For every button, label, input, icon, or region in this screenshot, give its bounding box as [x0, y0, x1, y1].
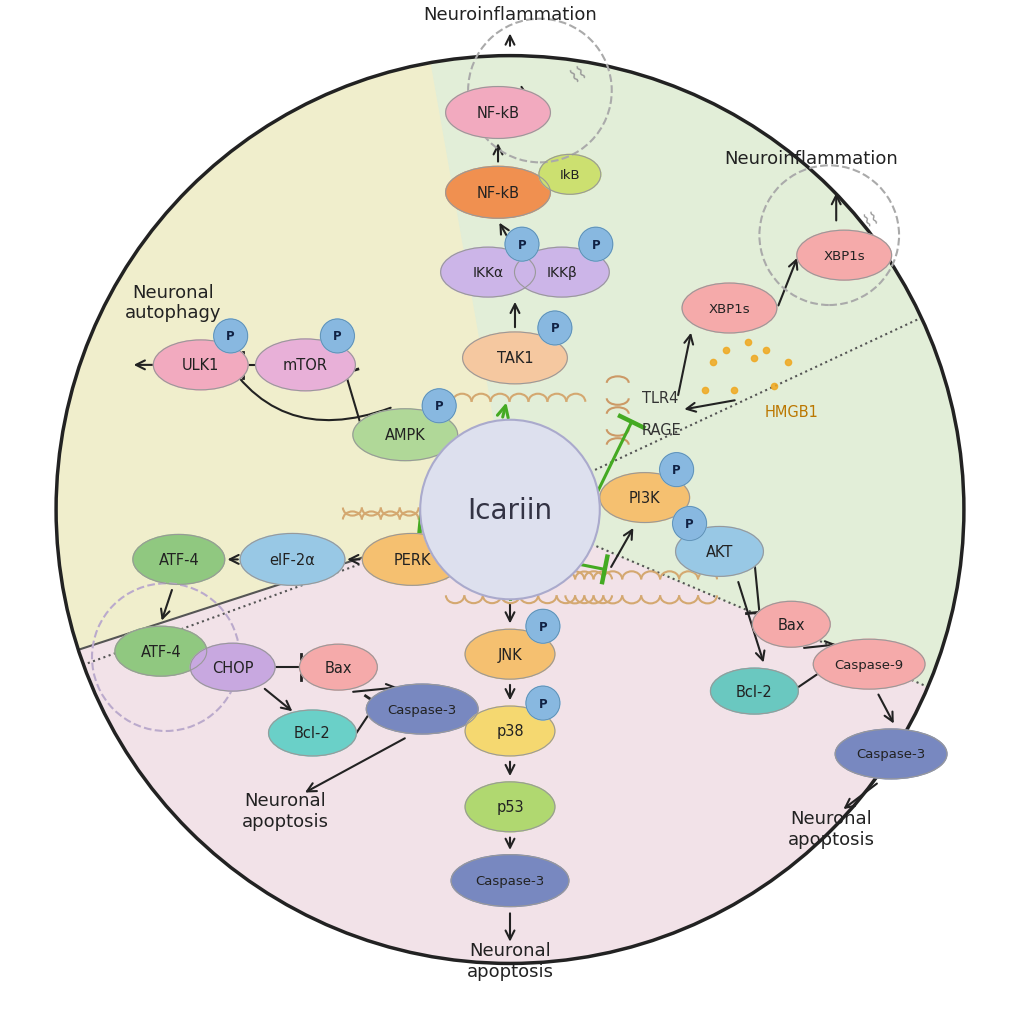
Text: ULK1: ULK1 [181, 358, 219, 373]
Wedge shape [56, 63, 510, 650]
Ellipse shape [463, 332, 567, 384]
Text: Bax: Bax [324, 660, 352, 675]
Ellipse shape [366, 685, 478, 735]
Text: Neuroinflammation: Neuroinflammation [423, 6, 596, 23]
Circle shape [659, 453, 693, 487]
Ellipse shape [353, 410, 458, 462]
Ellipse shape [440, 248, 535, 298]
Ellipse shape [682, 284, 776, 333]
Text: AMPK: AMPK [384, 428, 425, 443]
Text: Bcl-2: Bcl-2 [736, 684, 772, 699]
Text: p53: p53 [495, 800, 524, 814]
Ellipse shape [115, 627, 207, 677]
Ellipse shape [812, 640, 924, 690]
Text: mTOR: mTOR [282, 358, 328, 373]
Ellipse shape [599, 473, 689, 523]
Circle shape [420, 420, 599, 600]
Text: RAGE: RAGE [641, 423, 681, 438]
Circle shape [422, 389, 455, 423]
Ellipse shape [450, 855, 569, 907]
Ellipse shape [445, 88, 550, 140]
Text: ⌇⌇: ⌇⌇ [566, 61, 589, 86]
Text: JNK: JNK [497, 647, 522, 662]
Ellipse shape [796, 231, 891, 281]
Text: P: P [538, 621, 547, 633]
Ellipse shape [300, 645, 377, 691]
Ellipse shape [268, 710, 356, 756]
Text: Neuronal
apoptosis: Neuronal apoptosis [787, 809, 874, 849]
Text: Caspase-3: Caspase-3 [856, 748, 925, 761]
Text: IkB: IkB [559, 169, 580, 181]
Text: Neuroinflammation: Neuroinflammation [723, 150, 898, 168]
Text: P: P [333, 330, 341, 343]
Text: P: P [672, 464, 681, 477]
Text: Caspase-9: Caspase-9 [834, 658, 903, 671]
Text: XBP1s: XBP1s [822, 250, 864, 262]
Circle shape [526, 609, 559, 644]
Circle shape [56, 57, 963, 964]
Text: P: P [226, 330, 234, 343]
Circle shape [526, 687, 559, 720]
Text: PERK: PERK [393, 552, 431, 568]
Circle shape [214, 320, 248, 354]
Ellipse shape [465, 630, 554, 680]
Ellipse shape [239, 534, 344, 586]
Ellipse shape [153, 340, 248, 390]
Circle shape [320, 320, 354, 354]
Text: Bax: Bax [776, 618, 804, 632]
Text: Neuronal
apoptosis: Neuronal apoptosis [242, 792, 329, 830]
Ellipse shape [256, 339, 355, 391]
Text: IKKβ: IKKβ [546, 266, 577, 280]
Circle shape [578, 228, 612, 262]
Text: NF-kB: NF-kB [476, 106, 519, 121]
Text: P: P [518, 238, 526, 252]
Ellipse shape [465, 706, 554, 756]
Text: PI3K: PI3K [629, 490, 660, 505]
Text: CHOP: CHOP [212, 660, 253, 675]
Text: P: P [685, 518, 693, 531]
Ellipse shape [835, 730, 946, 780]
Ellipse shape [362, 534, 462, 586]
Ellipse shape [675, 527, 762, 577]
Circle shape [672, 507, 706, 541]
Ellipse shape [132, 535, 224, 585]
Text: Bcl-2: Bcl-2 [293, 726, 330, 741]
Text: P: P [550, 322, 558, 335]
Text: ⌇⌇: ⌇⌇ [859, 208, 881, 230]
Ellipse shape [465, 783, 554, 832]
Text: Neuronal
apoptosis: Neuronal apoptosis [466, 942, 553, 980]
Text: ATF-4: ATF-4 [141, 644, 181, 659]
Text: eIF-2α: eIF-2α [269, 552, 315, 568]
Text: Caspase-3: Caspase-3 [387, 703, 457, 715]
Text: XBP1s: XBP1s [708, 303, 750, 315]
Text: p38: p38 [495, 723, 524, 739]
Text: P: P [591, 238, 599, 252]
Ellipse shape [445, 167, 550, 219]
Text: ATF-4: ATF-4 [158, 552, 199, 568]
Text: NF-kB: NF-kB [476, 185, 519, 201]
Text: Icariin: Icariin [467, 496, 552, 524]
Text: TAK1: TAK1 [496, 352, 533, 366]
Ellipse shape [710, 668, 798, 714]
Wedge shape [431, 57, 920, 511]
Text: P: P [538, 697, 547, 710]
Text: IKKα: IKKα [472, 266, 503, 280]
Text: TLR4: TLR4 [641, 391, 678, 406]
Text: Caspase-3: Caspase-3 [475, 874, 544, 888]
Ellipse shape [191, 644, 275, 692]
Text: Neuronal
autophagy: Neuronal autophagy [124, 283, 221, 322]
Circle shape [504, 228, 538, 262]
Ellipse shape [538, 155, 600, 195]
Text: HMGB1: HMGB1 [763, 405, 817, 420]
Ellipse shape [514, 248, 608, 298]
Wedge shape [510, 318, 963, 687]
Circle shape [537, 312, 572, 345]
Text: AKT: AKT [705, 544, 733, 559]
Text: P: P [434, 399, 443, 413]
Ellipse shape [752, 601, 829, 647]
